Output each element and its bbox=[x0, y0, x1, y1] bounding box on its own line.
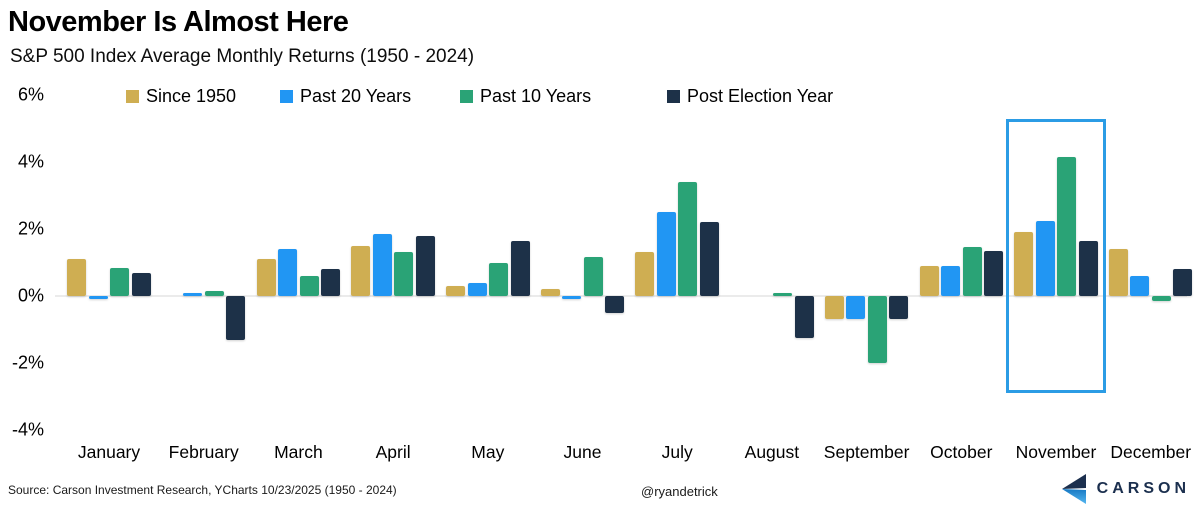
bar-november-post-election-year bbox=[1078, 240, 1098, 296]
bar-april-post-election-year bbox=[415, 235, 435, 296]
legend-label: Past 20 Years bbox=[300, 86, 412, 106]
bar-june-past-20-years bbox=[562, 296, 582, 300]
x-tick-label-june: June bbox=[563, 442, 602, 462]
x-tick-label-october: October bbox=[930, 442, 993, 462]
legend-label: Past 10 Years bbox=[480, 86, 592, 106]
bar-february-past-20-years bbox=[183, 292, 203, 296]
bar-july-past-20-years bbox=[656, 212, 676, 296]
bar-june-past-10-years bbox=[583, 257, 603, 296]
bar-march-past-20-years bbox=[278, 249, 298, 296]
y-tick-label: 4% bbox=[17, 151, 44, 172]
bar-april-past-10-years bbox=[394, 252, 414, 296]
bar-november-past-20-years bbox=[1035, 220, 1055, 296]
bar-october-since-1950 bbox=[919, 265, 939, 296]
x-tick-label-august: August bbox=[744, 442, 800, 462]
bar-december-past-10-years bbox=[1151, 296, 1171, 302]
y-tick-label: -2% bbox=[11, 352, 44, 373]
author-handle: @ryandetrick bbox=[641, 484, 718, 499]
legend-label: Post Election Year bbox=[687, 86, 834, 106]
bar-september-post-election-year bbox=[889, 296, 909, 320]
bar-february-post-election-year bbox=[226, 296, 246, 340]
bar-december-post-election-year bbox=[1173, 269, 1193, 296]
bar-october-past-20-years bbox=[941, 265, 961, 296]
legend-label: Since 1950 bbox=[146, 86, 237, 106]
y-tick-label: 0% bbox=[17, 285, 44, 306]
november-highlight-box bbox=[1006, 119, 1106, 393]
x-tick-label-march: March bbox=[274, 442, 323, 462]
bar-january-past-10-years bbox=[110, 267, 130, 296]
bar-july-since-1950 bbox=[635, 252, 655, 296]
bar-august-post-election-year bbox=[794, 296, 814, 338]
bar-august-past-10-years bbox=[773, 292, 793, 296]
bar-may-since-1950 bbox=[446, 285, 466, 296]
x-tick-label-december: December bbox=[1110, 442, 1192, 462]
bar-june-post-election-year bbox=[605, 296, 625, 313]
x-tick-label-april: April bbox=[375, 442, 411, 462]
bar-january-post-election-year bbox=[131, 272, 151, 296]
x-tick-label-february: February bbox=[168, 442, 239, 462]
bar-april-since-1950 bbox=[351, 245, 371, 296]
legend-item: Post Election Year bbox=[667, 86, 833, 107]
x-tick-label-september: September bbox=[823, 442, 910, 462]
source-note: Source: Carson Investment Research, YCha… bbox=[8, 483, 397, 497]
legend-item: Past 10 Years bbox=[460, 86, 591, 107]
legend-swatch-icon bbox=[126, 90, 139, 103]
bar-october-post-election-year bbox=[984, 250, 1004, 296]
x-tick-label-january: January bbox=[77, 442, 141, 462]
bar-september-past-20-years bbox=[846, 296, 866, 320]
legend: Since 1950 Past 20 Years Past 10 Years Post… bbox=[0, 86, 1200, 108]
bar-october-past-10-years bbox=[962, 247, 982, 296]
bar-january-since-1950 bbox=[67, 259, 87, 296]
y-tick-label: -4% bbox=[11, 419, 44, 440]
bar-december-since-1950 bbox=[1108, 249, 1128, 296]
legend-item: Since 1950 bbox=[126, 86, 236, 107]
page-title: November Is Almost Here bbox=[8, 6, 349, 38]
bar-june-since-1950 bbox=[540, 289, 560, 296]
carson-chevron-icon bbox=[1061, 474, 1086, 504]
bar-september-past-10-years bbox=[867, 296, 887, 363]
x-tick-label-november: November bbox=[1015, 442, 1097, 462]
bar-july-post-election-year bbox=[699, 222, 719, 296]
bar-may-past-10-years bbox=[489, 262, 509, 296]
y-tick-label: 6% bbox=[17, 84, 44, 105]
bar-july-past-10-years bbox=[678, 182, 698, 296]
bar-february-past-10-years bbox=[204, 290, 224, 296]
bar-march-past-10-years bbox=[299, 275, 319, 296]
y-tick-label: 2% bbox=[17, 218, 44, 239]
legend-swatch-icon bbox=[667, 90, 680, 103]
bar-march-since-1950 bbox=[256, 259, 276, 296]
bar-january-past-20-years bbox=[88, 296, 108, 300]
chart-subtitle: S&P 500 Index Average Monthly Returns (1… bbox=[10, 46, 475, 67]
bar-may-past-20-years bbox=[467, 282, 487, 296]
bar-september-since-1950 bbox=[824, 296, 844, 320]
carson-logo: CARSON bbox=[1061, 474, 1190, 504]
bar-march-post-election-year bbox=[321, 269, 341, 296]
bar-november-since-1950 bbox=[1014, 232, 1034, 296]
legend-swatch-icon bbox=[280, 90, 293, 103]
bar-may-post-election-year bbox=[510, 240, 530, 296]
x-tick-label-july: July bbox=[661, 442, 693, 462]
bar-april-past-20-years bbox=[372, 234, 392, 296]
legend-swatch-icon bbox=[460, 90, 473, 103]
x-tick-label-may: May bbox=[471, 442, 505, 462]
legend-item: Past 20 Years bbox=[280, 86, 411, 107]
bar-november-past-10-years bbox=[1057, 156, 1077, 296]
bar-december-past-20-years bbox=[1130, 275, 1150, 296]
carson-logo-text: CARSON bbox=[1096, 480, 1190, 497]
